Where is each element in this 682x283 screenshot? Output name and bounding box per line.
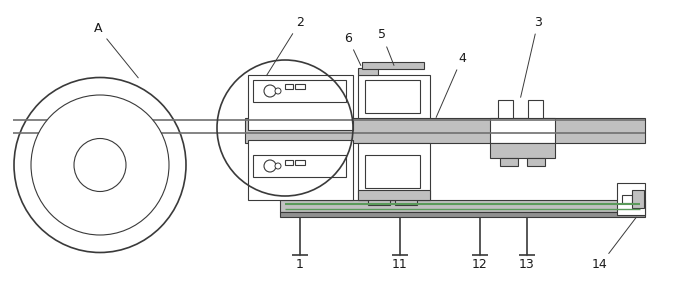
Bar: [280, 200, 645, 212]
Bar: [500, 158, 518, 166]
Bar: [528, 100, 543, 118]
Bar: [358, 68, 378, 75]
Bar: [285, 160, 293, 165]
Text: 6: 6: [344, 31, 361, 65]
Bar: [527, 158, 545, 166]
Bar: [248, 75, 353, 130]
Bar: [622, 195, 632, 203]
Bar: [490, 143, 555, 158]
Text: 1: 1: [296, 255, 304, 271]
Text: 11: 11: [392, 255, 408, 271]
Bar: [295, 84, 305, 89]
Text: 12: 12: [472, 255, 488, 271]
Bar: [490, 118, 555, 143]
Bar: [253, 80, 346, 102]
Bar: [498, 100, 513, 118]
Bar: [285, 84, 293, 89]
Bar: [395, 197, 417, 205]
Ellipse shape: [14, 78, 186, 252]
Bar: [245, 118, 645, 143]
Bar: [358, 143, 430, 200]
Bar: [248, 140, 353, 200]
Circle shape: [264, 85, 276, 97]
Bar: [365, 80, 420, 113]
Circle shape: [275, 88, 281, 94]
Circle shape: [264, 160, 276, 172]
Bar: [253, 155, 346, 177]
Ellipse shape: [31, 95, 169, 235]
Text: 5: 5: [378, 29, 394, 65]
Text: 3: 3: [520, 16, 542, 97]
Text: 2: 2: [267, 16, 304, 76]
Bar: [617, 183, 645, 215]
Bar: [295, 160, 305, 165]
Circle shape: [275, 163, 281, 169]
Text: 4: 4: [436, 52, 466, 117]
Bar: [358, 190, 430, 200]
Ellipse shape: [74, 138, 126, 192]
Bar: [358, 75, 430, 118]
Text: 13: 13: [519, 255, 535, 271]
Text: A: A: [93, 22, 138, 78]
Bar: [362, 62, 424, 69]
Bar: [280, 212, 645, 217]
Text: 14: 14: [592, 217, 636, 271]
Bar: [365, 155, 420, 188]
Bar: [368, 197, 390, 205]
Bar: [632, 190, 644, 208]
